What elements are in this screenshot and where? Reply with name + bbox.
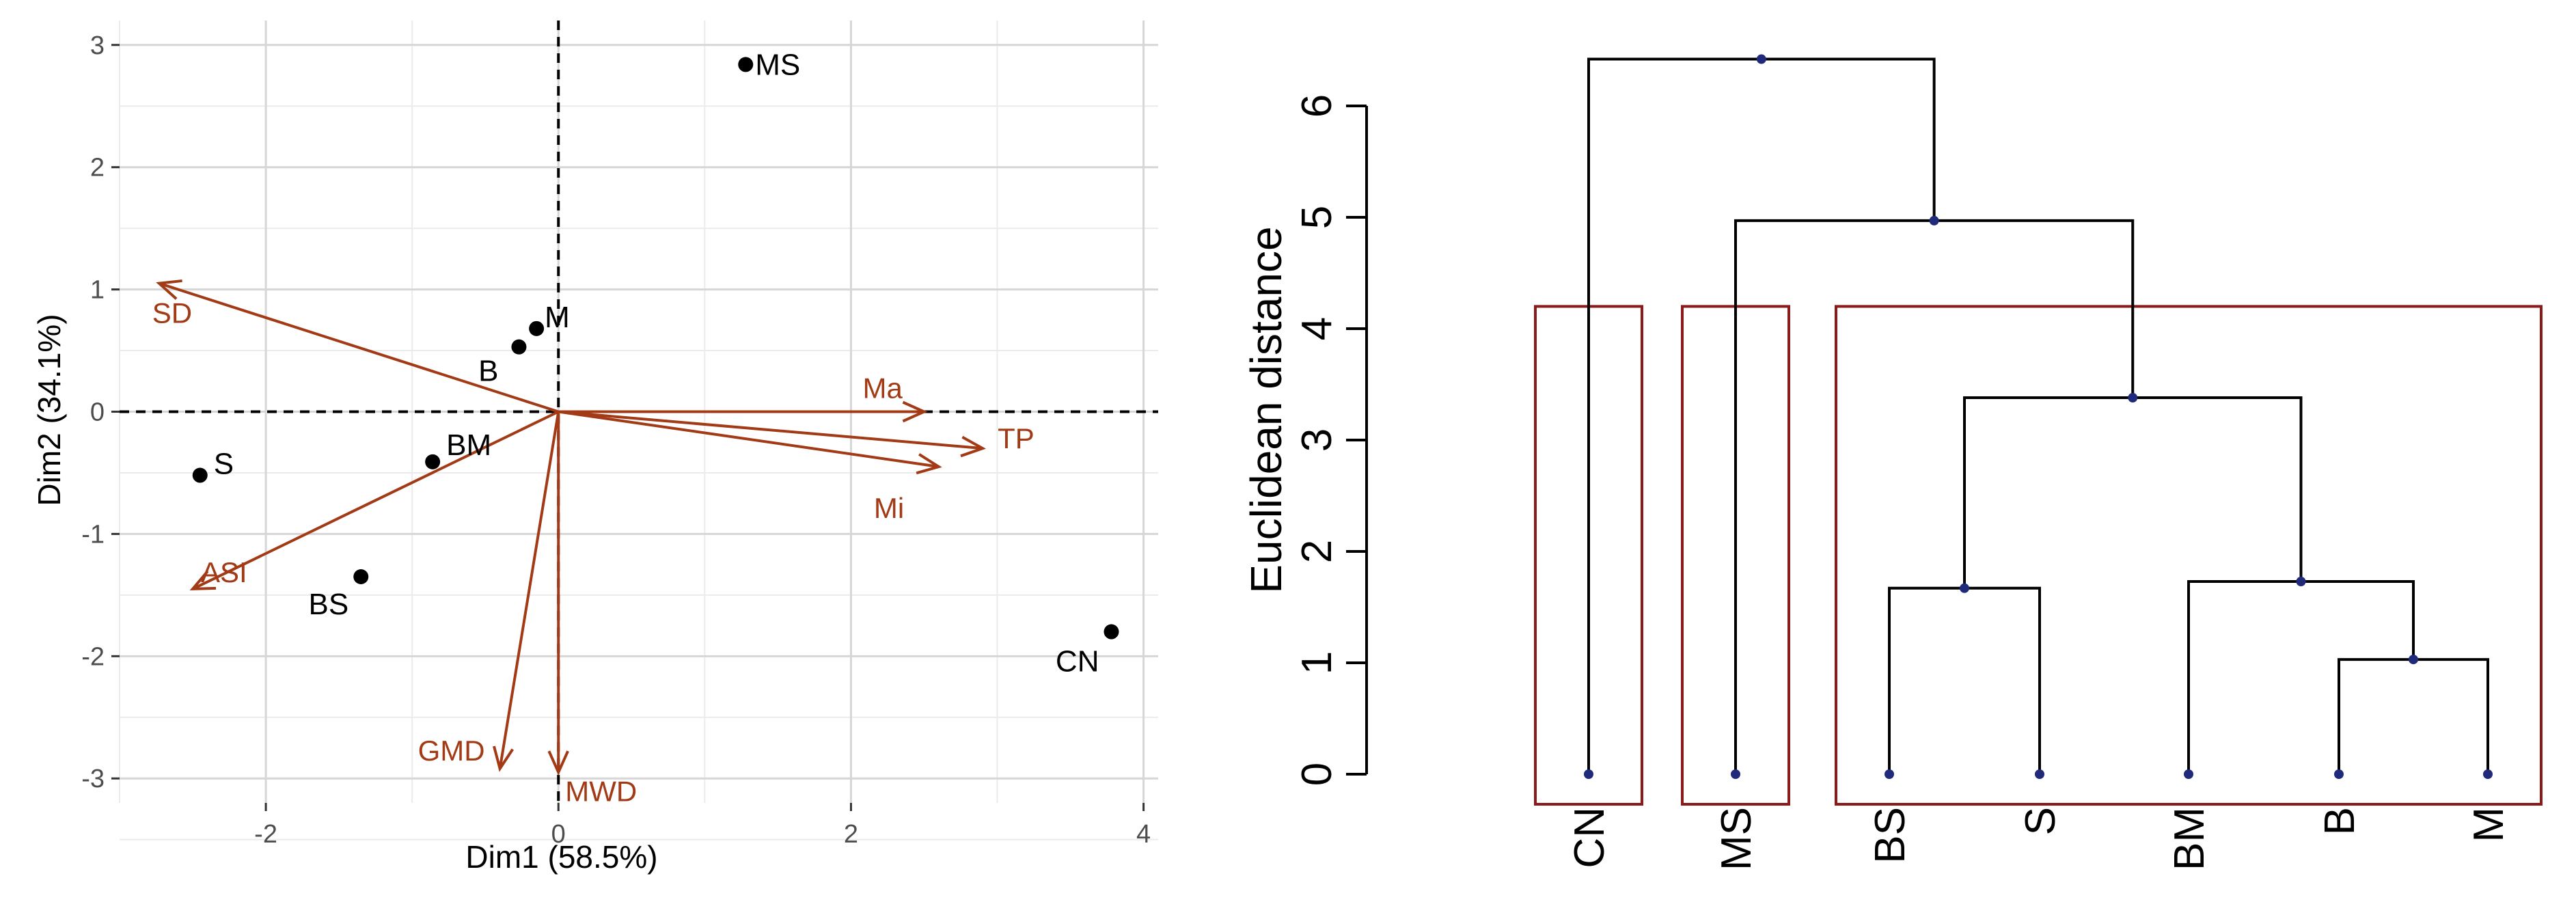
point-s bbox=[192, 467, 208, 483]
y-tick-label: 0 bbox=[90, 398, 105, 427]
merge-node bbox=[2409, 655, 2418, 665]
point-label-s: S bbox=[214, 448, 234, 481]
leaf-node-ms bbox=[1731, 769, 1740, 779]
pca-points: MS M B BM S BS CN bbox=[192, 48, 1119, 679]
vector-arrowhead bbox=[960, 435, 986, 458]
merge-node bbox=[2296, 577, 2306, 587]
pca-grid bbox=[119, 20, 1158, 840]
point-label-bs: BS bbox=[309, 588, 349, 621]
dendrogram-leaf-labels: CN MS BS S BM B M bbox=[1566, 807, 2512, 871]
vector-label-mi: Mi bbox=[874, 492, 904, 524]
dendrogram-y-axis: 0 1 2 3 4 5 6 bbox=[1293, 94, 1368, 786]
leaf-node-s bbox=[2035, 769, 2044, 779]
y-tick-label: -3 bbox=[81, 765, 105, 793]
vector-label-ma: Ma bbox=[862, 372, 903, 405]
leaf-node-b bbox=[2334, 769, 2344, 779]
leaf-label-b: B bbox=[2316, 807, 2363, 835]
leaf-node-bm bbox=[2184, 769, 2193, 779]
point-ms bbox=[738, 57, 754, 72]
vector-arrowhead bbox=[156, 279, 182, 300]
cluster-box-3 bbox=[1835, 305, 2543, 806]
merge-node bbox=[1929, 215, 1939, 225]
leaf-label-m: M bbox=[2465, 807, 2512, 843]
dendrogram-branches bbox=[1587, 57, 2489, 774]
y-tick-label: 6 bbox=[1293, 94, 1341, 118]
vector-tp bbox=[558, 410, 983, 450]
point-m bbox=[529, 320, 545, 336]
merge-node bbox=[1960, 583, 1969, 593]
y-tick-label: 3 bbox=[1293, 428, 1341, 452]
dendrogram-nodes bbox=[1584, 54, 2493, 779]
x-tick-label: -2 bbox=[254, 820, 277, 849]
y-tick-label: 0 bbox=[1293, 763, 1341, 786]
dendrogram-y-axis-title: Euclidean distance bbox=[1242, 226, 1291, 593]
y-tick-label: 2 bbox=[90, 154, 105, 182]
vector-arrowhead bbox=[189, 570, 217, 591]
vector-arrowhead bbox=[493, 745, 514, 772]
leaf-label-cn: CN bbox=[1566, 807, 1613, 868]
dendrogram-branch bbox=[1734, 219, 2135, 774]
y-tick-label: 5 bbox=[1293, 206, 1341, 229]
y-tick-label: 3 bbox=[90, 31, 105, 60]
point-bs bbox=[353, 569, 369, 585]
vector-label-asi: ASI bbox=[201, 556, 247, 588]
pca-x-axis-title: Dim1 (58.5%) bbox=[465, 839, 657, 875]
vector-label-gmd: GMD bbox=[418, 735, 485, 767]
y-tick-label: 1 bbox=[1293, 651, 1341, 674]
leaf-label-s: S bbox=[2017, 807, 2064, 835]
point-bm bbox=[425, 454, 441, 469]
dendrogram-branch bbox=[1963, 396, 2303, 588]
vector-arrowhead bbox=[547, 750, 569, 776]
dendrogram-branch bbox=[2187, 580, 2415, 774]
point-label-m: M bbox=[545, 301, 570, 334]
x-tick-label: 2 bbox=[844, 820, 858, 849]
leaf-node-m bbox=[2483, 769, 2493, 779]
point-cn bbox=[1104, 624, 1119, 640]
dendrogram-branch bbox=[1888, 586, 2041, 774]
dendrogram-branch bbox=[1587, 57, 1936, 774]
leaf-node-cn bbox=[1584, 769, 1593, 779]
leaf-label-bs: BS bbox=[1867, 807, 1914, 864]
vector-arrowhead bbox=[916, 453, 942, 475]
leaf-node-bs bbox=[1885, 769, 1894, 779]
vector-label-mwd: MWD bbox=[565, 775, 637, 807]
y-tick-label: -2 bbox=[81, 642, 105, 671]
leaf-label-bm: BM bbox=[2166, 807, 2213, 871]
y-tick-label: 1 bbox=[90, 276, 105, 305]
y-tick-label: -1 bbox=[81, 520, 105, 549]
vector-arrowhead bbox=[902, 400, 928, 423]
pca-biplot: SD Ma TP Mi ASI GMD MWD MS M B BM S BS CN -2 0 2 4 -3 -2-… bbox=[0, 0, 1175, 917]
merge-node bbox=[2128, 393, 2138, 403]
vector-asi bbox=[192, 410, 560, 590]
point-label-bm: BM bbox=[446, 428, 491, 462]
point-b bbox=[511, 339, 527, 355]
point-label-ms: MS bbox=[755, 48, 800, 81]
pca-vectors: SD Ma TP Mi ASI GMD MWD bbox=[152, 279, 1034, 807]
y-tick-label: 4 bbox=[1293, 317, 1341, 340]
x-tick-label: 0 bbox=[551, 820, 566, 849]
vector-label-tp: TP bbox=[998, 422, 1034, 454]
point-label-cn: CN bbox=[1056, 645, 1099, 679]
merge-node bbox=[1756, 54, 1766, 64]
dendrogram-branch bbox=[2338, 658, 2489, 774]
point-label-b: B bbox=[478, 355, 498, 388]
vector-mi bbox=[558, 410, 940, 468]
vector-label-sd: SD bbox=[152, 297, 192, 329]
pca-y-axis-title: Dim2 (34.1%) bbox=[31, 314, 67, 506]
pca-reference-lines bbox=[120, 20, 1158, 803]
x-tick-label: 4 bbox=[1136, 820, 1151, 849]
pca-ticks: -2 0 2 4 -3 -2 -1 0 1 2 3 bbox=[81, 31, 1151, 849]
leaf-label-ms: MS bbox=[1713, 807, 1760, 871]
y-tick-label: 2 bbox=[1293, 540, 1341, 563]
vector-sd bbox=[159, 282, 559, 413]
vector-gmd bbox=[498, 411, 560, 769]
